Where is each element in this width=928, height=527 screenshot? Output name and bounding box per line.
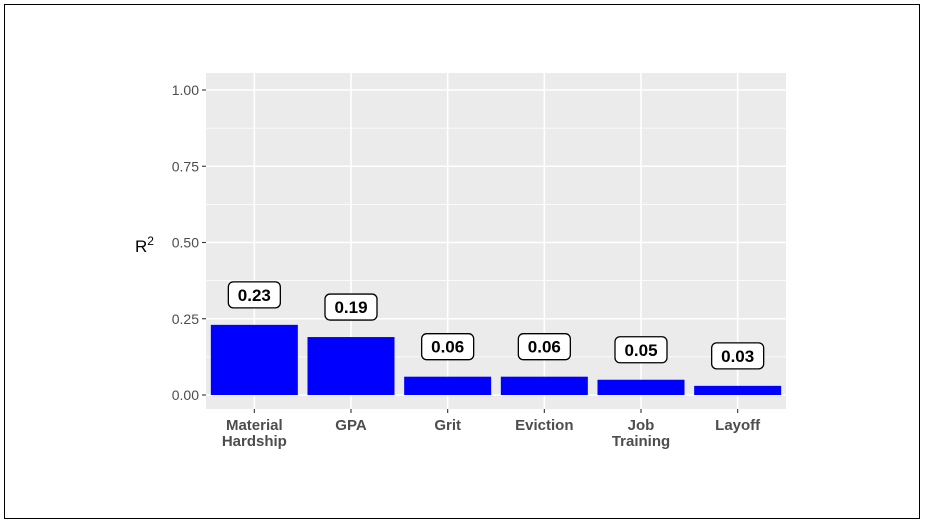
value-label: 0.06: [517, 333, 571, 361]
y-axis-title-superscript: 2: [147, 234, 154, 248]
x-tick-label-line: Training: [612, 433, 670, 450]
x-tick-label-line: Eviction: [515, 417, 573, 434]
y-tick-label: 1.00: [172, 82, 199, 98]
value-label: 0.23: [227, 281, 281, 309]
y-tick-label: 0.25: [172, 311, 199, 327]
value-label: 0.03: [711, 342, 765, 370]
value-label-box: [421, 333, 475, 361]
x-tick-label-line: Hardship: [222, 433, 287, 450]
plot-panel: [206, 73, 786, 409]
bar: [404, 376, 492, 395]
x-tick-label-line: Material: [226, 417, 283, 434]
x-tick-label-line: Layoff: [715, 417, 761, 434]
minor-gridlines: [206, 127, 786, 358]
value-label: 0.06: [421, 333, 475, 361]
value-labels: 0.23 0.19 0.06 0.06 0.05 0.03: [227, 281, 765, 370]
value-label-text: 0.06: [528, 338, 561, 357]
x-tick-label: Grit: [434, 417, 461, 434]
value-label-text: 0.05: [624, 341, 657, 360]
bar: [210, 324, 298, 395]
bar: [500, 376, 588, 395]
x-tick-label-line: GPA: [335, 417, 367, 434]
y-axis: 0.00 0.25 0.50 0.75 1.00: [172, 82, 206, 403]
x-axis: Material Hardship GPA Grit Eviction Job Traini…: [222, 409, 761, 450]
bar: [597, 379, 685, 395]
value-label-box: [517, 333, 571, 361]
y-tick-label: 0.75: [172, 158, 199, 174]
y-tick-label: 0.00: [172, 387, 199, 403]
bar: [307, 337, 395, 395]
value-label-text: 0.23: [238, 286, 271, 305]
y-axis-title: R2: [135, 234, 154, 256]
value-label-box: [711, 342, 765, 370]
x-tick-label: GPA: [335, 417, 367, 434]
value-label-box: [227, 281, 281, 309]
x-tick-label: Eviction: [515, 417, 573, 434]
value-label-text: 0.19: [334, 298, 367, 317]
value-label-text: 0.06: [431, 338, 464, 357]
x-tick-label: Material Hardship: [222, 417, 287, 450]
value-label-box: [324, 293, 378, 321]
y-axis-title-base: R: [135, 237, 147, 256]
bars: [210, 324, 782, 395]
value-label-text: 0.03: [721, 347, 754, 366]
x-tick-label-line: Grit: [434, 417, 461, 434]
x-tick-label: Layoff: [715, 417, 761, 434]
x-tick-label-line: Job: [628, 417, 655, 434]
bar: [694, 385, 782, 395]
value-label: 0.05: [614, 336, 668, 364]
value-label-box: [614, 336, 668, 364]
x-tick-label: Job Training: [612, 417, 670, 450]
value-label: 0.19: [324, 293, 378, 321]
y-tick-label: 0.50: [172, 235, 199, 251]
